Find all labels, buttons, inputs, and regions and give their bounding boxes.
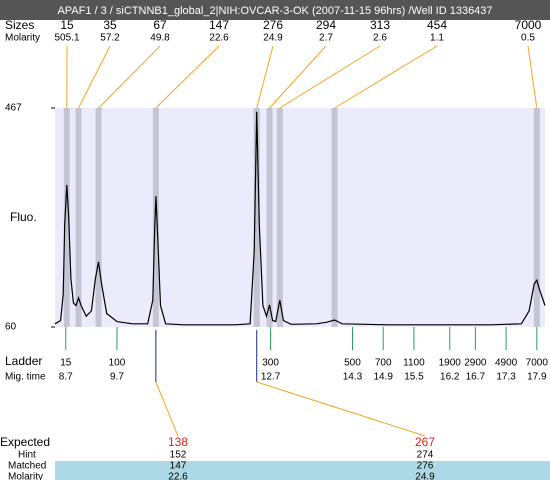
ladder-size: 7000: [526, 358, 549, 369]
peak-molarity: 57.2: [100, 33, 120, 44]
ladder-time: 16.2: [440, 372, 460, 383]
peak-connector: [155, 45, 220, 109]
y-tick-label: 60: [5, 322, 17, 333]
y-axis-label: Fluo.: [10, 210, 37, 224]
peak-connector: [527, 45, 538, 109]
trace: [54, 111, 546, 326]
match-connector: [155, 381, 179, 437]
ladder-time: 15.5: [404, 372, 424, 383]
ladder-size: 100: [109, 358, 126, 369]
mig-time-label: Mig. time: [5, 372, 46, 383]
ladder-time: 8.7: [59, 372, 73, 383]
ladder-size: 500: [344, 358, 361, 369]
peak-size: 7000: [515, 18, 542, 32]
molarity-label: Molarity: [8, 472, 43, 480]
ladder-time: 12.7: [261, 372, 281, 383]
peak-band: [63, 108, 70, 327]
ladder-size: 700: [375, 358, 392, 369]
ladder-time: 17.3: [496, 372, 516, 383]
peak-size: 276: [263, 18, 283, 32]
molarity-row-label: Molarity: [5, 33, 40, 44]
peak-molarity: 0.5: [521, 33, 535, 44]
peak-size: 454: [427, 18, 447, 32]
peak-connector: [98, 45, 161, 109]
matched-label: Matched: [8, 461, 46, 472]
peak-connector: [334, 45, 438, 109]
peak-band: [276, 108, 283, 327]
ladder-time: 9.7: [110, 372, 124, 383]
peak-molarity: 2.7: [319, 33, 333, 44]
ladder-size: 1100: [403, 358, 425, 369]
ladder-time: 16.7: [466, 372, 486, 383]
peak-band: [266, 108, 273, 327]
peak-molarity: 24.9: [263, 33, 283, 44]
match-connector: [256, 381, 426, 437]
matched-band: [55, 461, 550, 480]
expected-value: 138: [168, 435, 188, 449]
ladder-size: 2900: [464, 358, 487, 369]
matched-value: 147: [170, 461, 187, 472]
peak-band: [253, 108, 260, 327]
peak-band: [331, 108, 338, 327]
peak-size: 294: [316, 18, 336, 32]
ladder-size: 4900: [495, 358, 518, 369]
ladder-size: 15: [60, 358, 72, 369]
peak-band: [75, 108, 82, 327]
peak-connector: [78, 45, 111, 109]
size-row-label: Sizes: [5, 18, 34, 32]
hint-label: Hint: [18, 450, 36, 461]
molarity-value: 24.9: [415, 472, 435, 480]
peak-size: 15: [60, 18, 74, 32]
ladder-size: 300: [262, 358, 279, 369]
ladder-size: 1900: [439, 358, 462, 369]
ladder-label: Ladder: [5, 354, 42, 368]
peak-connector: [256, 45, 274, 109]
header-title: APAF1 / 3 / siCTNNB1_global_2|NIH:OVCAR-…: [57, 5, 492, 17]
peak-molarity: 2.6: [373, 33, 387, 44]
peak-connector: [269, 45, 327, 109]
peak-connector: [279, 45, 381, 109]
hint-value: 152: [170, 450, 187, 461]
molarity-value: 22.6: [168, 472, 188, 480]
expected-label: Expected: [0, 435, 50, 449]
peak-size: 313: [370, 18, 390, 32]
peak-band: [152, 108, 159, 327]
peak-molarity: 505.1: [54, 33, 79, 44]
plot-area: [55, 108, 545, 327]
y-tick-label: 467: [5, 103, 22, 114]
matched-value: 276: [417, 461, 434, 472]
peak-molarity: 22.6: [209, 33, 229, 44]
ladder-time: 14.9: [373, 372, 393, 383]
ladder-time: 14.3: [343, 372, 363, 383]
peak-size: 67: [153, 18, 167, 32]
peak-size: 35: [103, 18, 117, 32]
peak-band: [533, 108, 540, 327]
peak-molarity: 49.8: [150, 33, 170, 44]
ladder-time: 17.9: [527, 372, 547, 383]
peak-size: 147: [209, 18, 229, 32]
hint-value: 274: [417, 450, 434, 461]
peak-band: [95, 108, 102, 327]
peak-molarity: 1.1: [430, 33, 444, 44]
header-bar: [0, 0, 550, 20]
expected-value: 267: [415, 435, 435, 449]
